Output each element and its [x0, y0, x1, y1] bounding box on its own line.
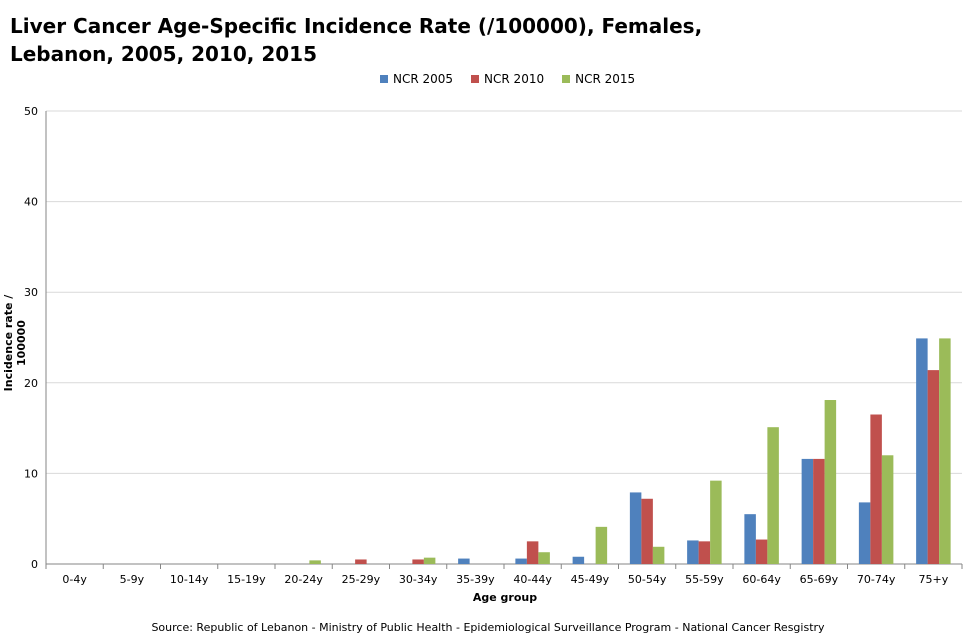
y-tick-label: 20 — [24, 377, 38, 390]
x-tick-label: 70-74y — [857, 573, 896, 586]
bar-ncr-2010 — [755, 539, 768, 564]
bar-ncr-2015 — [652, 546, 665, 564]
bar-ncr-2005 — [858, 502, 871, 564]
x-tick-label: 50-54y — [628, 573, 667, 586]
legend-item-ncr-2005: NCR 2005 — [380, 72, 453, 86]
bar-ncr-2015 — [309, 560, 321, 564]
bar-ncr-2015 — [824, 400, 837, 564]
bar-ncr-2015 — [423, 557, 436, 564]
x-tick-label: 10-14y — [170, 573, 209, 586]
x-tick-label: 75+y — [919, 573, 949, 586]
x-tick-label: 45-49y — [571, 573, 610, 586]
x-tick-label: 35-39y — [456, 573, 495, 586]
y-tick-label: 40 — [24, 196, 38, 209]
bar-ncr-2015 — [767, 427, 779, 564]
bar-ncr-2005 — [916, 338, 928, 564]
x-tick-label: 55-59y — [685, 573, 724, 586]
bar-ncr-2005 — [629, 492, 642, 564]
legend-swatch-ncr-2005 — [380, 75, 388, 83]
legend-swatch-ncr-2010 — [471, 75, 480, 83]
bar-ncr-2015 — [881, 455, 894, 564]
bar-ncr-2010 — [412, 559, 424, 564]
x-tick-label: 15-19y — [227, 573, 266, 586]
x-tick-label: 30-34y — [399, 573, 438, 586]
bar-ncr-2005 — [572, 556, 585, 564]
x-tick-label: 25-29y — [342, 573, 381, 586]
x-tick-label: 5-9y — [120, 573, 145, 586]
chart-title: Liver Cancer Age-Specific Incidence Rate… — [10, 14, 703, 66]
legend-label-ncr-2010: NCR 2010 — [484, 72, 545, 86]
y-tick-label: 10 — [24, 467, 38, 480]
bar-ncr-2010 — [355, 559, 367, 564]
x-tick-label: 40-44y — [513, 573, 552, 586]
x-tick-label: 20-24y — [284, 573, 323, 586]
x-tick-label: 60-64y — [742, 573, 781, 586]
bar-ncr-2005 — [744, 514, 756, 564]
bar-ncr-2005 — [801, 458, 814, 564]
bar-ncr-2005 — [458, 558, 470, 564]
legend-label-ncr-2015: NCR 2015 — [575, 72, 636, 86]
bar-ncr-2010 — [698, 541, 711, 564]
y-tick-label: 30 — [24, 286, 38, 299]
bar-ncr-2015 — [710, 480, 722, 564]
source-note: Source: Republic of Lebanon - Ministry o… — [151, 621, 825, 634]
bar-ncr-2015 — [538, 552, 550, 564]
legend-item-ncr-2015: NCR 2015 — [562, 72, 635, 86]
x-tick-label: 0-4y — [62, 573, 87, 586]
bar-ncr-2005 — [687, 540, 699, 564]
y-axis-label: Incidence rate / 100000 — [2, 294, 28, 392]
bar-ncr-2015 — [939, 338, 951, 564]
legend-label-ncr-2005: NCR 2005 — [393, 72, 454, 86]
bar-ncr-2010 — [813, 458, 825, 564]
bar-ncr-2010 — [870, 414, 882, 564]
bar-ncr-2005 — [515, 558, 527, 564]
bar-ncr-2015 — [595, 526, 608, 564]
y-tick-label: 0 — [31, 558, 38, 571]
legend-swatch-ncr-2015 — [562, 75, 571, 83]
bar-ncr-2010 — [641, 498, 653, 564]
y-tick-label: 50 — [24, 105, 38, 118]
x-axis-label: Age group — [472, 591, 538, 604]
bar-ncr-2010 — [927, 370, 940, 564]
bar-ncr-2010 — [526, 541, 539, 564]
legend: NCR 2005 NCR 2010 NCR 2015 — [380, 72, 635, 86]
legend-item-ncr-2010: NCR 2010 — [471, 72, 544, 86]
x-tick-label: 65-69y — [800, 573, 839, 586]
